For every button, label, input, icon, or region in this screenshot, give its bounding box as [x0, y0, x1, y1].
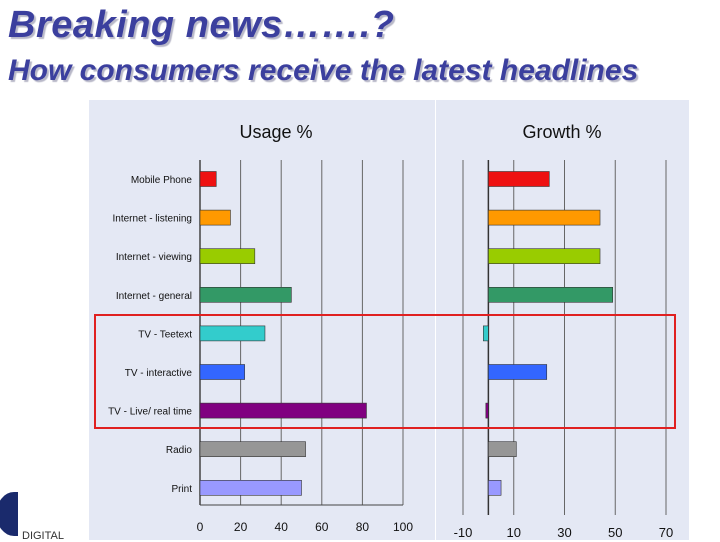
usage-bar	[199, 441, 306, 458]
usage-tick-label: 100	[393, 520, 413, 534]
category-label: TV - Live/ real time	[108, 407, 192, 418]
usage-bar	[199, 171, 217, 187]
category-label: Radio	[166, 445, 193, 456]
category-label: Print	[171, 484, 192, 495]
growth-tick-label: -10	[454, 525, 473, 540]
usage-bar	[199, 364, 245, 380]
category-label: TV - Teetext	[138, 329, 192, 340]
usage-tick-label: 40	[275, 520, 289, 534]
page-title: Breaking news…….?	[8, 4, 395, 46]
category-label: TV - interactive	[125, 368, 193, 379]
logo-mark-icon	[0, 492, 18, 536]
growth-tick-label: 30	[557, 525, 571, 540]
usage-tick-label: 80	[356, 520, 370, 534]
logo-text: DIGITAL	[22, 530, 64, 542]
usage-tick-label: 0	[197, 520, 204, 534]
growth-bar	[482, 325, 489, 342]
usage-panel	[89, 100, 435, 540]
page-subtitle: How consumers receive the latest headlin…	[8, 54, 639, 87]
usage-bar	[199, 479, 302, 496]
usage-bar	[199, 286, 292, 303]
growth-chart-title: Growth %	[522, 122, 601, 142]
growth-bar	[488, 286, 614, 303]
growth-panel	[436, 100, 689, 540]
category-label: Internet - viewing	[116, 252, 192, 263]
category-label: Internet - general	[116, 291, 192, 302]
usage-bar	[199, 209, 231, 226]
usage-bar	[199, 402, 367, 419]
growth-bar	[488, 209, 601, 226]
usage-bar	[199, 325, 266, 342]
usage-chart-title: Usage %	[239, 122, 312, 142]
tv-highlight-box	[94, 314, 676, 429]
growth-bar	[488, 364, 548, 380]
growth-bar	[488, 248, 601, 264]
growth-tick-label: 70	[659, 525, 673, 540]
growth-bar	[488, 479, 502, 496]
category-label: Mobile Phone	[131, 175, 193, 186]
growth-bar	[488, 441, 517, 458]
growth-tick-label: 50	[608, 525, 622, 540]
growth-tick-label: 10	[507, 525, 521, 540]
usage-tick-label: 20	[234, 520, 248, 534]
category-label: Internet - listening	[113, 214, 193, 225]
usage-tick-label: 60	[315, 520, 329, 534]
growth-bar	[485, 402, 489, 419]
usage-bar	[199, 248, 256, 264]
growth-bar	[488, 171, 550, 187]
